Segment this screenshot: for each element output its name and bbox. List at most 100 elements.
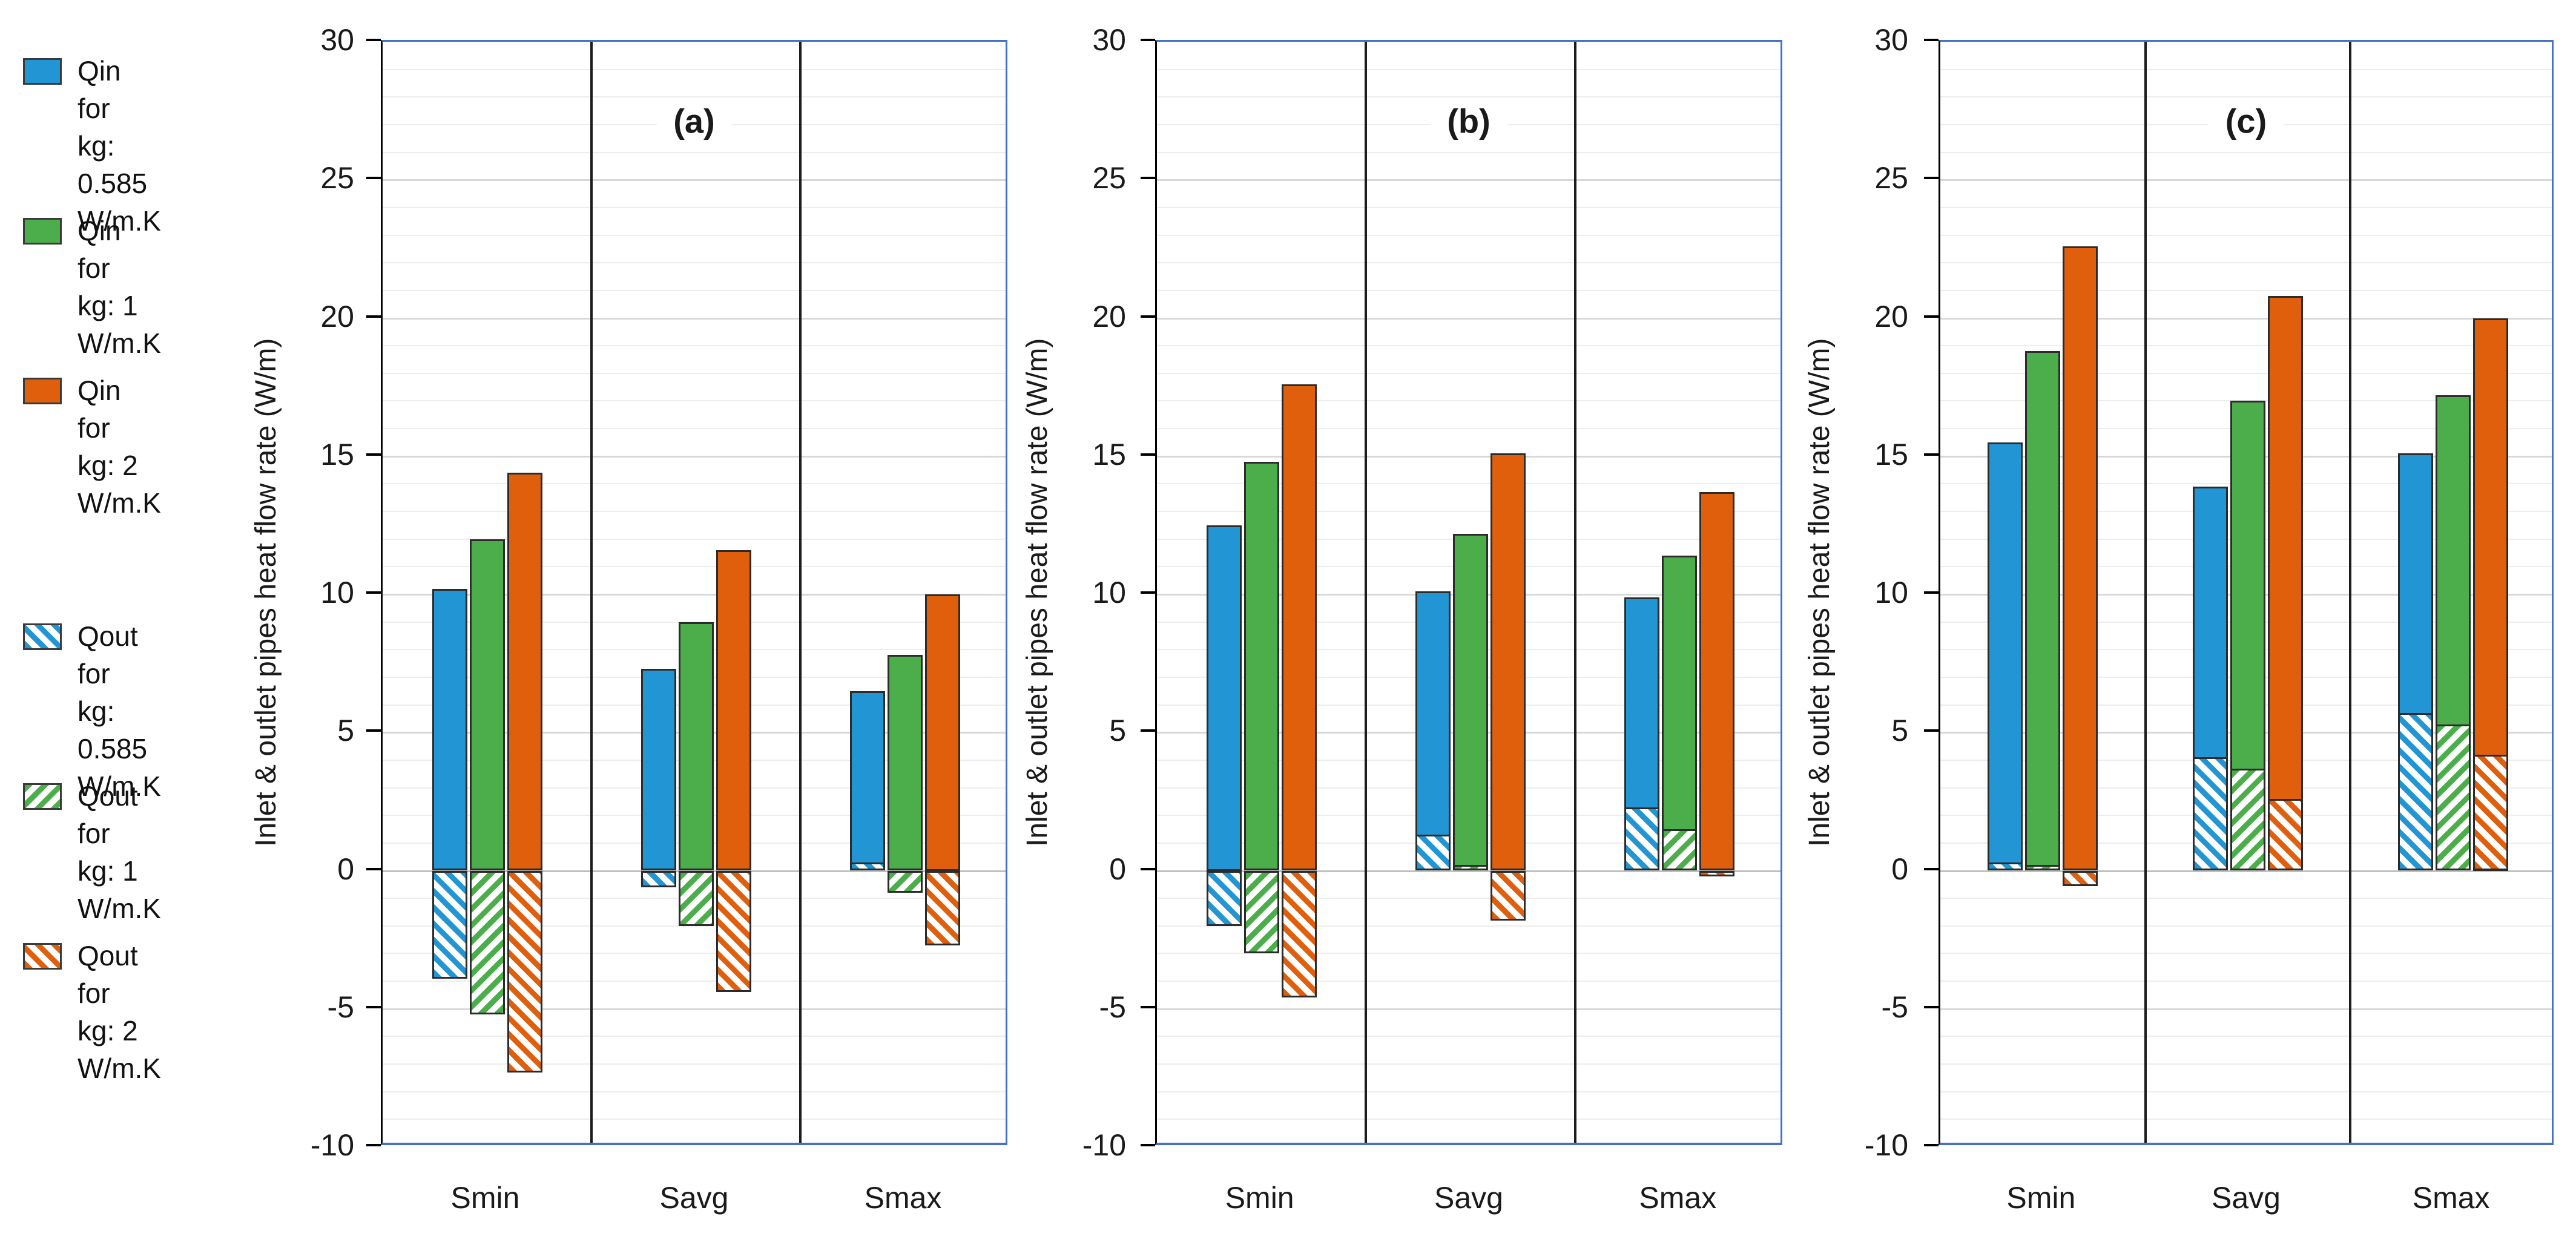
bar-qin-blue-savg: [1415, 591, 1451, 871]
y-tick-label: 5: [1891, 714, 1908, 748]
plot-area-panel-3: [1939, 40, 2554, 1145]
category-label-smax: Smax: [1639, 1181, 1717, 1215]
gridline-minor: [1940, 262, 2552, 264]
category-label-smin: Smin: [450, 1181, 520, 1215]
gridline-minor: [1157, 234, 1780, 236]
y-tick-label: 30: [320, 23, 354, 57]
gridline-minor: [1157, 345, 1780, 347]
y-tick-label: 20: [320, 299, 354, 333]
legend-label-qout-kg-2: Qout for kg: 2 W/m.K: [77, 940, 161, 1084]
bar-qout-blue-smax: [2397, 713, 2433, 871]
y-tick-mark: [1141, 1144, 1155, 1146]
bar-qin-orange-smax: [1699, 492, 1735, 871]
gridline-minor: [1157, 428, 1780, 430]
gridline-minor: [383, 483, 1006, 485]
gridline-minor: [1157, 511, 1780, 513]
y-tick-mark: [366, 1144, 381, 1146]
gridline-minor: [383, 538, 1006, 540]
gridline-minor: [1940, 151, 2552, 153]
gridline-minor: [383, 566, 1006, 568]
gridline-minor: [383, 234, 1006, 236]
y-tick-mark: [1924, 315, 1939, 318]
plot-area-panel-2: [1155, 40, 1782, 1145]
legend-label-qin-kg-1: Qin for kg: 1 W/m.K: [77, 215, 161, 359]
bar-qin-green-smin: [1244, 461, 1279, 871]
gridline-minor: [1940, 289, 2552, 291]
bar-qin-blue-smin: [1988, 442, 2023, 871]
y-tick-label: 30: [1092, 23, 1126, 57]
gridline-minor: [1940, 345, 2552, 347]
gridline-major: [383, 179, 1006, 182]
gridline-minor: [383, 206, 1006, 208]
legend-swatch-qout-kg-0585-icon: [23, 623, 62, 650]
gridline-minor: [1157, 262, 1780, 264]
category-label-smin: Smin: [1225, 1181, 1294, 1215]
y-tick-label: 5: [337, 714, 354, 748]
gridline-minor: [1940, 981, 2552, 982]
y-tick-label: -5: [327, 990, 354, 1024]
category-label-savg: Savg: [2212, 1181, 2281, 1215]
gridline-minor: [383, 1091, 1006, 1092]
legend-swatch-qout-kg-2-icon: [23, 943, 62, 970]
y-tick-mark: [1141, 453, 1155, 456]
y-tick-mark: [1924, 39, 1939, 41]
plot-area-panel-1: [381, 40, 1007, 1145]
gridline-minor: [1157, 68, 1780, 70]
bar-qin-blue-smin: [1206, 525, 1242, 871]
bar-qin-blue-smax: [849, 691, 885, 871]
gridline-major: [1940, 1008, 2552, 1010]
y-tick-label: 15: [1092, 437, 1126, 471]
y-tick-label: 15: [1874, 437, 1908, 471]
gridline-minor: [1157, 925, 1780, 927]
panel-letter-b: (b): [1430, 97, 1507, 145]
gridline-minor: [1157, 151, 1780, 153]
gridline-minor: [1157, 96, 1780, 98]
y-tick-mark: [366, 453, 381, 456]
bar-qin-green-smax: [1662, 556, 1698, 871]
bar-qout-green-smin: [469, 870, 505, 1014]
category-separator: [590, 42, 593, 1143]
gridline-minor: [383, 1063, 1006, 1065]
bar-qout-green-smax: [887, 870, 923, 893]
bar-qout-blue-smin: [1988, 862, 2023, 871]
panel-letter-c: (c): [2208, 97, 2284, 145]
gridline-minor: [1940, 1119, 2552, 1120]
gridline-major: [1157, 179, 1780, 182]
legend-label-qin-kg-0585: Qin for kg: 0.585 W/m.K: [77, 55, 161, 237]
bar-qin-green-smin: [469, 539, 505, 871]
bar-qin-orange-savg: [1491, 453, 1526, 871]
bar-qout-orange-smin: [2063, 870, 2098, 886]
bar-qin-green-savg: [1453, 533, 1488, 871]
bar-qout-orange-savg: [1491, 870, 1526, 921]
y-tick-mark: [366, 1005, 381, 1008]
bar-qout-orange-savg: [2268, 798, 2303, 871]
gridline-major: [1157, 317, 1780, 320]
bar-qin-orange-smax: [924, 594, 960, 871]
y-tick-label: -10: [1082, 1128, 1126, 1162]
legend-swatch-qout-kg-1-icon: [23, 783, 62, 810]
gridline-major: [1157, 1008, 1780, 1010]
y-tick-mark: [1924, 729, 1939, 732]
bar-qout-green-smin: [2025, 865, 2061, 871]
bar-qout-orange-smin: [1281, 870, 1317, 998]
bar-qout-blue-smin: [432, 870, 467, 979]
bar-qout-orange-savg: [716, 870, 751, 993]
legend-label-qout-kg-0585: Qout for kg: 0.585 W/m.K: [77, 620, 161, 802]
y-tick-label: 30: [1874, 23, 1908, 57]
bar-qout-orange-smin: [507, 870, 542, 1073]
gridline-minor: [1940, 925, 2552, 927]
category-separator: [2349, 42, 2352, 1143]
legend-swatch-qin-kg-1-icon: [23, 218, 62, 245]
bar-qin-orange-smin: [1281, 384, 1317, 871]
bar-qin-green-smin: [2025, 351, 2061, 871]
y-tick-label: 20: [1092, 299, 1126, 333]
gridline-minor: [383, 68, 1006, 70]
gridline-minor: [383, 151, 1006, 153]
y-tick-label: 15: [320, 437, 354, 471]
y-tick-label: 10: [1092, 576, 1126, 609]
category-label-savg: Savg: [659, 1181, 729, 1215]
gridline-minor: [1940, 1063, 2552, 1065]
y-tick-label: 0: [337, 852, 354, 886]
gridline-minor: [383, 953, 1006, 954]
